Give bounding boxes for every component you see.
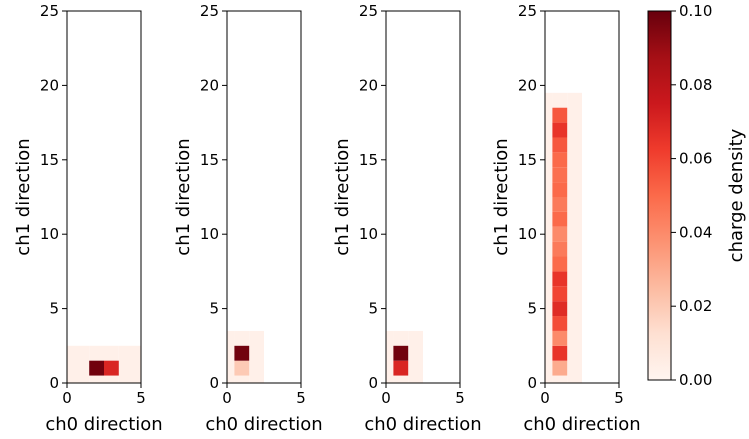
- heatmap-panel-3: 0 5 10 15 20 25 0 5 ch0 direction ch1 direction: [332, 2, 482, 435]
- y-axis-label: ch1 direction: [491, 138, 512, 255]
- heatmap-cell: [234, 345, 250, 361]
- plot-frame: [544, 10, 620, 384]
- heatmap-cell: [552, 152, 568, 168]
- heatmap-cell: [552, 211, 568, 227]
- heatmap-cell: [118, 345, 141, 383]
- x-tick-label: 0: [381, 389, 391, 407]
- heatmap-cell: [104, 360, 119, 376]
- colorbar-tick-label: 0.00: [679, 371, 712, 389]
- colorbar-tick-label: 0.02: [679, 297, 712, 315]
- heatmap-cell: [89, 360, 104, 376]
- heatmap-cell: [545, 92, 553, 383]
- y-tick-label: 15: [200, 151, 219, 169]
- x-axis-label: ch0 direction: [45, 414, 162, 435]
- heatmap-cell: [234, 330, 250, 346]
- heatmap-cell: [408, 330, 423, 383]
- heatmap-cell: [552, 182, 568, 197]
- heatmap-cell: [234, 360, 250, 376]
- heatmap-cell: [552, 92, 568, 108]
- heatmap-cell: [386, 330, 394, 383]
- y-tick-label: 25: [40, 2, 59, 20]
- y-tick-label: 0: [49, 374, 59, 392]
- x-tick-label: 0: [222, 389, 232, 407]
- heatmap-cell: [552, 226, 568, 242]
- heatmap-cell: [552, 107, 568, 123]
- y-axis-label: ch1 direction: [173, 138, 194, 255]
- x-axis-label: ch0 direction: [364, 414, 481, 435]
- heatmap-cell: [567, 92, 582, 383]
- x-axis-label: ch0 direction: [523, 414, 640, 435]
- y-axis-label: ch1 direction: [13, 138, 34, 255]
- y-tick-label: 20: [40, 76, 59, 94]
- y-tick-label: 0: [368, 374, 378, 392]
- heatmap-panel-4: 0 5 10 15 20 25 0 5 ch0 direction ch1 direction: [491, 2, 641, 435]
- heatmap-cell: [552, 256, 568, 272]
- heatmap-cell: [552, 167, 568, 183]
- colorbar-tick-label: 0.04: [679, 223, 712, 241]
- heatmap-cell: [227, 330, 235, 383]
- colorbar-tick-label: 0.10: [679, 2, 712, 20]
- heatmap-cell: [552, 122, 568, 138]
- heatmap-cell: [67, 345, 90, 383]
- y-tick-label: 5: [209, 300, 219, 318]
- heatmap-cell: [89, 375, 119, 383]
- colorbar-tick-label: 0.08: [679, 76, 712, 94]
- y-tick-label: 20: [200, 76, 219, 94]
- heatmap-cell: [234, 375, 250, 383]
- heatmap-cell: [552, 345, 568, 361]
- x-axis-label: ch0 direction: [205, 414, 322, 435]
- heatmap-cell: [552, 137, 568, 153]
- x-tick-label: 5: [614, 389, 624, 407]
- colorbar-tick-label: 0.06: [679, 150, 712, 168]
- x-tick-label: 0: [62, 389, 72, 407]
- x-tick-label: 5: [136, 389, 146, 407]
- heatmap-panel-2: 0 5 10 15 20 25 0 5 ch0 direction ch1 direction: [173, 2, 323, 435]
- y-tick-label: 25: [200, 2, 219, 20]
- heatmap-cell: [552, 375, 568, 383]
- plot-frame: [66, 10, 142, 384]
- y-tick-label: 15: [518, 151, 537, 169]
- colorbar-label: charge density: [726, 128, 747, 262]
- heatmap-panel-1: 0 5 10 15 20 25 0 5 ch0 direction ch1 direction: [13, 2, 163, 435]
- heatmap-cell: [552, 286, 568, 302]
- colorbar: 0.00 0.02 0.04 0.06 0.08 0.10 charge density: [647, 2, 747, 389]
- y-tick-label: 0: [527, 374, 537, 392]
- y-tick-label: 5: [49, 300, 59, 318]
- y-tick-label: 10: [518, 225, 537, 243]
- heatmap-cell: [552, 241, 568, 257]
- y-tick-label: 25: [359, 2, 378, 20]
- y-tick-label: 5: [368, 300, 378, 318]
- heatmap-panels: 0 5 10 15 20 25 0 5 ch0 direction ch1 direction 0 5…: [13, 2, 641, 435]
- x-tick-label: 5: [296, 389, 306, 407]
- heatmap-cell: [89, 345, 119, 361]
- y-axis-label: ch1 direction: [332, 138, 353, 255]
- heatmap-cell: [552, 330, 568, 346]
- heatmap-cell: [393, 330, 409, 346]
- heatmap-cell: [552, 271, 568, 287]
- plot-frame: [226, 10, 302, 384]
- colorbar-gradient: [647, 10, 672, 381]
- y-tick-label: 10: [200, 225, 219, 243]
- y-tick-label: 20: [518, 76, 537, 94]
- y-tick-label: 15: [40, 151, 59, 169]
- x-tick-label: 0: [540, 389, 550, 407]
- y-tick-label: 10: [40, 225, 59, 243]
- heatmap-cell: [393, 375, 409, 383]
- y-tick-label: 15: [359, 151, 378, 169]
- y-tick-label: 0: [209, 374, 219, 392]
- heatmap-cell: [552, 197, 568, 212]
- heatmap-cell: [552, 360, 568, 376]
- heatmap-cell: [552, 301, 568, 317]
- y-tick-label: 5: [527, 300, 537, 318]
- heatmap-cell: [552, 316, 568, 331]
- y-tick-label: 25: [518, 2, 537, 20]
- heatmap-cell: [393, 360, 409, 376]
- plot-frame: [385, 10, 461, 384]
- heatmap-cell: [393, 345, 409, 361]
- y-tick-label: 10: [359, 225, 378, 243]
- y-tick-label: 20: [359, 76, 378, 94]
- x-tick-label: 5: [455, 389, 465, 407]
- heatmap-cell: [249, 330, 264, 383]
